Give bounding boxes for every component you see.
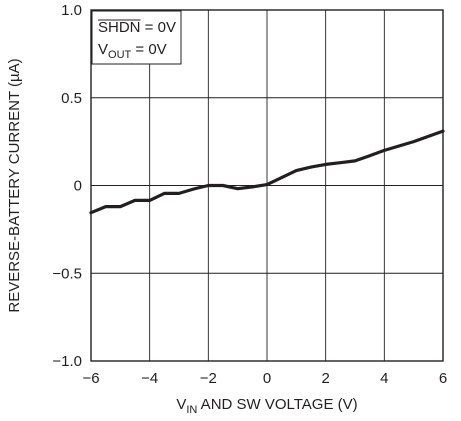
x-axis-label-symbol: V bbox=[176, 396, 186, 413]
x-axis-label: VIN AND SW VOLTAGE (V) bbox=[176, 396, 357, 416]
x-axis-label-subscript: IN bbox=[186, 404, 197, 416]
annotation-shdn: SHDN = 0V bbox=[98, 19, 176, 36]
x-tick-label: 4 bbox=[380, 370, 388, 387]
annotation-shdn-label: SHDN bbox=[98, 19, 141, 36]
y-tick-label: 0.5 bbox=[61, 90, 82, 107]
annotation-box: SHDN = 0V VOUT = 0V bbox=[91, 10, 182, 65]
x-tick-label: 6 bbox=[439, 370, 447, 387]
annotation-vout: VOUT = 0V bbox=[98, 41, 167, 61]
x-tick-label: 2 bbox=[321, 370, 329, 387]
y-tick-labels: −1.0 −0.5 0 0.5 1.0 bbox=[52, 2, 82, 370]
series-line bbox=[89, 129, 445, 215]
y-tick-label: 0 bbox=[74, 178, 82, 195]
y-tick-label: −0.5 bbox=[52, 265, 82, 282]
annotation-vout-symbol: V bbox=[98, 41, 108, 58]
x-tick-labels: −6 −4 −2 0 2 4 6 bbox=[82, 370, 447, 387]
y-tick-label: 1.0 bbox=[61, 2, 82, 19]
annotation-shdn-value: = 0V bbox=[141, 19, 176, 36]
annotation-vout-value: = 0V bbox=[131, 41, 166, 58]
x-tick-label: −6 bbox=[82, 370, 99, 387]
x-axis-label-text: AND SW VOLTAGE (V) bbox=[197, 396, 357, 413]
series-layer bbox=[89, 129, 445, 215]
x-tick-label: −2 bbox=[200, 370, 217, 387]
y-axis-label: REVERSE-BATTERY CURRENT (µA) bbox=[6, 58, 23, 312]
x-tick-label: −4 bbox=[141, 370, 158, 387]
plot-area-frame bbox=[90, 9, 444, 362]
y-tick-label: −1.0 bbox=[52, 353, 82, 370]
x-tick-label: 0 bbox=[263, 370, 271, 387]
annotation-vout-subscript: OUT bbox=[108, 49, 132, 61]
